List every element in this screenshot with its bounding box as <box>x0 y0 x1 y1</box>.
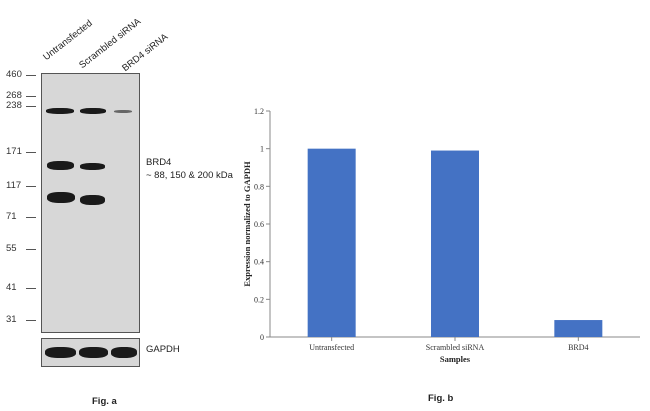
blot-membrane <box>41 73 140 333</box>
figure-caption-b: Fig. b <box>428 393 454 404</box>
mw-tick <box>26 75 36 76</box>
mw-tick <box>26 288 36 289</box>
band-150kda-lane1 <box>47 161 74 170</box>
y-tick-label: 0.2 <box>254 295 264 304</box>
y-tick-label: 0.6 <box>254 220 264 229</box>
gapdh-band-lane3 <box>111 347 137 358</box>
loading-label: GAPDH <box>146 344 180 355</box>
mw-tick <box>26 106 36 107</box>
target-label: BRD4 <box>146 157 172 168</box>
gapdh-band-lane1 <box>45 347 76 358</box>
x-tick-label: BRD4 <box>568 343 588 352</box>
x-axis-title: Samples <box>440 354 471 364</box>
mw-tick <box>26 320 36 321</box>
mw-marker: 117 <box>6 180 22 191</box>
mw-tick <box>26 249 36 250</box>
y-tick-label: 0.4 <box>254 258 264 267</box>
mw-tick <box>26 96 36 97</box>
gapdh-membrane <box>41 338 140 367</box>
y-tick-label: 0.8 <box>254 182 264 191</box>
mw-marker: 171 <box>6 146 22 157</box>
band-200kda-lane1 <box>46 108 74 114</box>
bar <box>431 150 479 337</box>
band-200kda-lane3 <box>114 110 132 113</box>
mw-marker: 268 <box>6 90 22 101</box>
y-tick-label: 1.2 <box>254 107 264 116</box>
mw-marker: 238 <box>6 100 22 111</box>
bar <box>554 320 603 337</box>
target-sizes: ~ 88, 150 & 200 kDa <box>146 170 233 181</box>
mw-marker: 55 <box>6 243 17 254</box>
band-200kda-lane2 <box>80 108 106 114</box>
band-150kda-lane2 <box>80 163 105 170</box>
mw-tick <box>26 217 36 218</box>
mw-marker: 460 <box>6 69 22 80</box>
figure-caption-a: Fig. a <box>92 396 117 407</box>
y-tick-label: 1 <box>260 145 264 154</box>
mw-marker: 41 <box>6 282 17 293</box>
mw-marker: 71 <box>6 211 17 222</box>
x-tick-label: Untransfected <box>309 343 354 352</box>
band-88kda-lane1 <box>47 192 75 203</box>
band-88kda-lane2 <box>80 195 105 205</box>
y-axis-title: Expression normalized to GAPDH <box>242 161 252 287</box>
mw-tick <box>26 186 36 187</box>
y-tick-label: 0 <box>260 333 264 342</box>
bar <box>307 148 356 337</box>
x-tick-label: Scrambled siRNA <box>426 343 485 352</box>
mw-marker: 31 <box>6 314 17 325</box>
mw-tick <box>26 152 36 153</box>
gapdh-band-lane2 <box>79 347 108 358</box>
